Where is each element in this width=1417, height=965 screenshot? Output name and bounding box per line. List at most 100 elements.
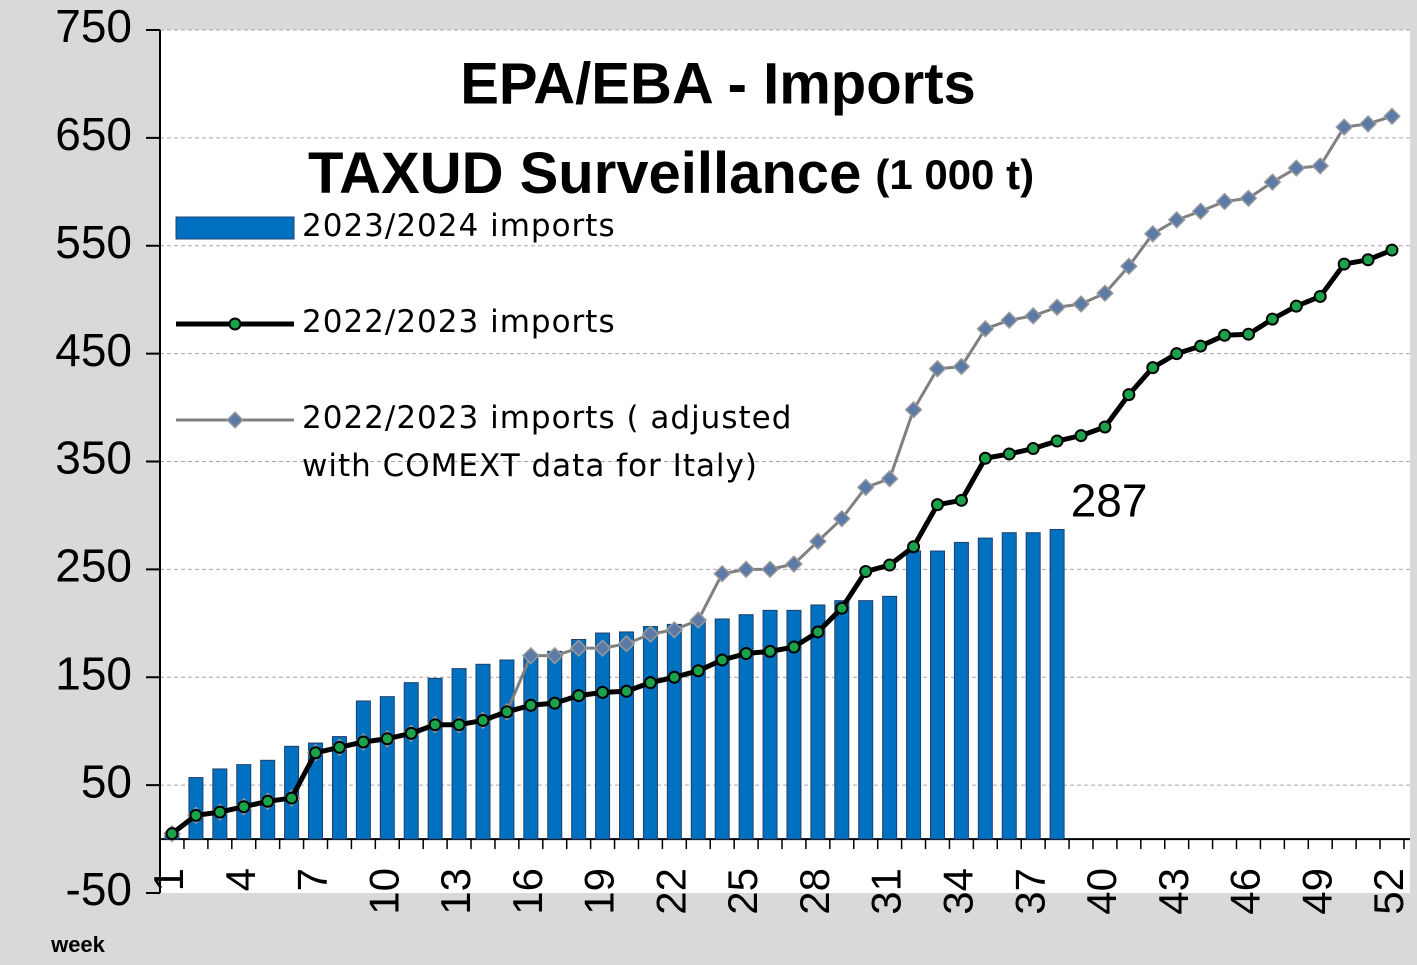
x-tick-label: 40 — [1078, 868, 1125, 915]
legend-label: 2022/2023 imports — [302, 304, 616, 340]
marker — [761, 560, 779, 579]
marker — [641, 625, 660, 643]
marker — [952, 357, 971, 376]
marker — [596, 685, 610, 699]
marker — [1239, 189, 1258, 208]
x-tick-label: 46 — [1222, 868, 1269, 915]
marker — [713, 564, 732, 583]
marker — [620, 684, 634, 698]
marker — [1313, 289, 1327, 303]
marker — [763, 644, 777, 658]
marker — [1024, 307, 1043, 325]
marker — [665, 620, 684, 639]
marker — [237, 800, 251, 814]
marker — [1146, 361, 1160, 375]
marker — [832, 509, 851, 528]
unit: (1 000 t) — [875, 151, 1034, 198]
bar — [1049, 528, 1065, 840]
x-tick-label: 4 — [217, 868, 264, 891]
marker — [1289, 299, 1303, 313]
marker — [667, 670, 681, 684]
marker — [1048, 298, 1066, 317]
marker — [835, 601, 849, 615]
legend-item: 2023/2024 imports — [302, 208, 615, 244]
bar — [308, 742, 324, 840]
y-tick-label: 750 — [55, 0, 132, 52]
legend-label: 2022/2023 imports ( adjusted with COMEXT… — [302, 400, 793, 484]
bar — [451, 668, 467, 840]
bar — [1025, 532, 1041, 840]
x-tick-label: 34 — [935, 868, 982, 915]
x-tick-label: 52 — [1365, 868, 1412, 915]
marker — [691, 664, 705, 678]
marker — [309, 746, 323, 760]
marker — [976, 319, 995, 338]
bar — [642, 626, 658, 840]
bar — [858, 600, 874, 840]
marker — [739, 647, 753, 661]
marker — [643, 676, 657, 690]
marker — [476, 713, 490, 727]
bar — [882, 595, 898, 840]
x-tick-label: 31 — [863, 868, 910, 915]
marker — [1072, 295, 1090, 313]
bar — [810, 604, 826, 840]
marker — [809, 532, 827, 551]
marker — [928, 359, 947, 378]
marker — [880, 469, 899, 488]
bar — [571, 638, 587, 840]
marker — [1050, 434, 1064, 448]
marker — [1359, 115, 1377, 133]
marker — [356, 735, 370, 749]
chart-title: EPA/EBA - Imports — [460, 51, 976, 116]
y-tick-label: 50 — [81, 755, 132, 807]
marker — [261, 794, 275, 808]
x-tick-label: 10 — [360, 868, 407, 915]
marker — [524, 698, 538, 712]
y-tick-label: 650 — [55, 108, 132, 160]
x-tick-label: 43 — [1150, 868, 1197, 915]
marker — [1120, 257, 1138, 276]
marker — [1000, 311, 1019, 330]
bar — [619, 631, 635, 840]
bar — [834, 600, 850, 840]
bar — [953, 541, 969, 840]
bar — [475, 663, 491, 840]
bar — [1001, 532, 1017, 840]
bar — [595, 632, 611, 840]
x-axis-label: week — [50, 932, 106, 957]
marker — [1215, 192, 1234, 211]
marker — [1098, 420, 1112, 434]
annotation: 287 — [1071, 475, 1148, 527]
marker — [1170, 347, 1184, 361]
marker — [737, 560, 755, 579]
marker — [1194, 339, 1208, 353]
bar — [547, 650, 563, 840]
x-tick-label: 25 — [719, 868, 766, 915]
bar — [379, 696, 395, 840]
marker — [1265, 312, 1279, 326]
marker — [1143, 225, 1162, 243]
x-tick-label: 13 — [432, 868, 479, 915]
bar — [403, 682, 419, 840]
y-tick-label: 150 — [55, 647, 132, 699]
y-tick-label: 350 — [55, 432, 132, 484]
line — [170, 247, 1393, 836]
marker — [883, 558, 897, 572]
marker — [593, 639, 612, 657]
marker — [521, 646, 540, 665]
bar — [906, 550, 922, 840]
y-tick-label: 450 — [55, 324, 132, 376]
subtitle: TAXUD Surveillance — [308, 141, 861, 206]
y-tick-label: 250 — [55, 540, 132, 592]
x-tick-label: 28 — [791, 868, 838, 915]
bar — [427, 677, 443, 840]
marker — [907, 540, 921, 554]
x-tick-label: 37 — [1006, 868, 1053, 915]
marker — [332, 740, 346, 754]
marker — [978, 451, 992, 465]
bar — [523, 654, 539, 840]
marker — [1241, 327, 1255, 341]
legend-item: 2022/2023 imports ( adjusted with COMEXT… — [302, 400, 793, 484]
